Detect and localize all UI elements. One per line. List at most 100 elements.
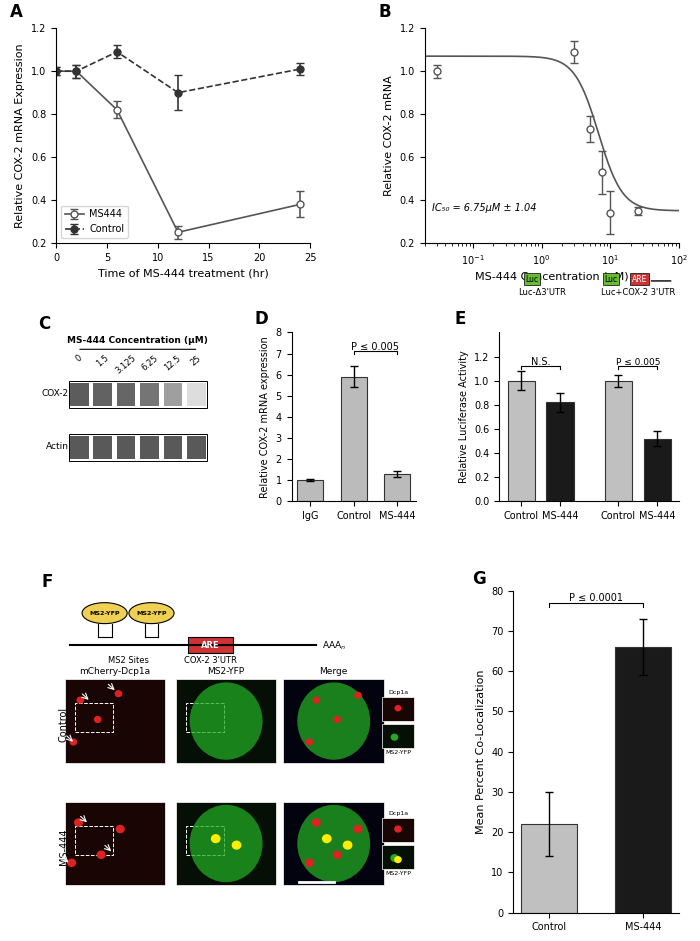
Text: Luc: Luc	[604, 275, 617, 284]
Text: Dcp1a: Dcp1a	[388, 811, 408, 816]
Bar	[187, 383, 206, 407]
Text: Dcp1a: Dcp1a	[388, 691, 408, 695]
Text: 6.25: 6.25	[139, 354, 160, 373]
Bar	[164, 436, 182, 459]
Circle shape	[395, 706, 400, 710]
Bar	[186, 826, 225, 854]
Circle shape	[391, 734, 398, 740]
Bar	[93, 436, 112, 459]
Circle shape	[313, 819, 320, 826]
Text: Luc: Luc	[525, 275, 538, 284]
Ellipse shape	[298, 805, 370, 882]
Text: mCherry-Dcp1a: mCherry-Dcp1a	[80, 667, 150, 676]
Bar	[188, 637, 233, 653]
Text: 3.125: 3.125	[114, 354, 138, 375]
Y-axis label: Relative COX-2 mRNA expression: Relative COX-2 mRNA expression	[260, 336, 270, 498]
Text: MS2-YFP: MS2-YFP	[136, 611, 167, 615]
Text: D: D	[254, 310, 268, 328]
Text: N.S.: N.S.	[531, 357, 550, 367]
Circle shape	[94, 716, 101, 723]
Circle shape	[75, 819, 83, 826]
Text: P ≤ 0.0001: P ≤ 0.0001	[569, 593, 623, 602]
Circle shape	[334, 716, 340, 723]
Bar	[186, 703, 225, 732]
Bar	[70, 436, 89, 459]
Text: 25: 25	[189, 354, 203, 367]
Circle shape	[344, 841, 352, 849]
Circle shape	[97, 852, 105, 858]
Bar	[75, 826, 113, 854]
Text: COX-2: COX-2	[42, 389, 69, 398]
Bar	[547, 403, 574, 502]
Ellipse shape	[190, 805, 262, 882]
Ellipse shape	[298, 682, 370, 759]
Circle shape	[232, 841, 241, 849]
Text: E: E	[454, 310, 466, 328]
Circle shape	[211, 835, 220, 842]
Text: MS2 Sites: MS2 Sites	[108, 656, 149, 665]
Bar	[176, 802, 276, 885]
Circle shape	[77, 697, 83, 703]
Text: MS-444 Concentration (μM): MS-444 Concentration (μM)	[67, 336, 209, 345]
Circle shape	[323, 835, 331, 842]
Bar	[382, 697, 414, 721]
Bar	[382, 845, 414, 869]
Legend: MS444, Control: MS444, Control	[61, 205, 128, 238]
Circle shape	[306, 859, 313, 867]
Text: Luc+COX-2 3'UTR: Luc+COX-2 3'UTR	[601, 288, 675, 297]
Text: P ≤ 0.005: P ≤ 0.005	[351, 343, 400, 352]
Bar	[384, 473, 410, 502]
Text: ARE: ARE	[201, 641, 220, 650]
Bar	[615, 647, 671, 913]
Text: A: A	[10, 4, 23, 22]
Text: C: C	[38, 315, 50, 333]
Text: MS2-YFP: MS2-YFP	[207, 667, 245, 676]
Circle shape	[313, 697, 319, 703]
Circle shape	[307, 739, 313, 745]
Y-axis label: Mean Percent Co-Localization: Mean Percent Co-Localization	[476, 669, 486, 834]
Text: Actin: Actin	[46, 442, 69, 451]
Bar	[298, 480, 323, 502]
Y-axis label: Relative COX-2 mRNA: Relative COX-2 mRNA	[384, 75, 394, 196]
Bar	[117, 436, 136, 459]
Bar	[64, 679, 165, 763]
Text: ARE: ARE	[632, 275, 648, 284]
Y-axis label: Relative COX-2 mRNA Expression: Relative COX-2 mRNA Expression	[15, 43, 25, 228]
Circle shape	[391, 854, 398, 861]
Bar	[140, 383, 159, 407]
Text: Control: Control	[59, 707, 69, 742]
Bar	[69, 434, 206, 461]
Circle shape	[70, 739, 76, 745]
Bar	[164, 383, 182, 407]
Text: MS2-YFP: MS2-YFP	[385, 750, 411, 755]
Text: COX-2 3'UTR: COX-2 3'UTR	[184, 656, 237, 665]
Text: MS2-YFP: MS2-YFP	[385, 870, 411, 876]
Ellipse shape	[129, 602, 174, 624]
Bar	[117, 383, 136, 407]
Bar	[75, 703, 113, 732]
Bar	[70, 383, 89, 407]
Text: F: F	[41, 573, 52, 591]
Bar	[382, 818, 414, 842]
Text: G: G	[472, 570, 486, 588]
Circle shape	[68, 859, 76, 867]
Bar	[176, 679, 276, 763]
Text: 12.5: 12.5	[163, 354, 183, 373]
Text: 0: 0	[74, 354, 84, 364]
Bar	[521, 824, 577, 913]
Circle shape	[355, 693, 361, 698]
Bar	[140, 436, 159, 459]
Text: Merge: Merge	[319, 667, 348, 676]
Text: 1.5: 1.5	[94, 354, 111, 369]
X-axis label: Time of MS-444 treatment (hr): Time of MS-444 treatment (hr)	[98, 268, 269, 279]
Bar	[93, 383, 112, 407]
Text: AAA$_n$: AAA$_n$	[321, 639, 346, 651]
Circle shape	[354, 825, 362, 833]
X-axis label: MS-444 Concentration (μM): MS-444 Concentration (μM)	[475, 272, 629, 282]
Text: Luc-Δ3'UTR: Luc-Δ3'UTR	[519, 288, 566, 297]
Text: P ≤ 0.005: P ≤ 0.005	[615, 358, 660, 367]
Bar	[341, 376, 367, 502]
Bar	[382, 725, 414, 748]
Text: MS-444: MS-444	[59, 828, 69, 865]
Ellipse shape	[82, 602, 127, 624]
